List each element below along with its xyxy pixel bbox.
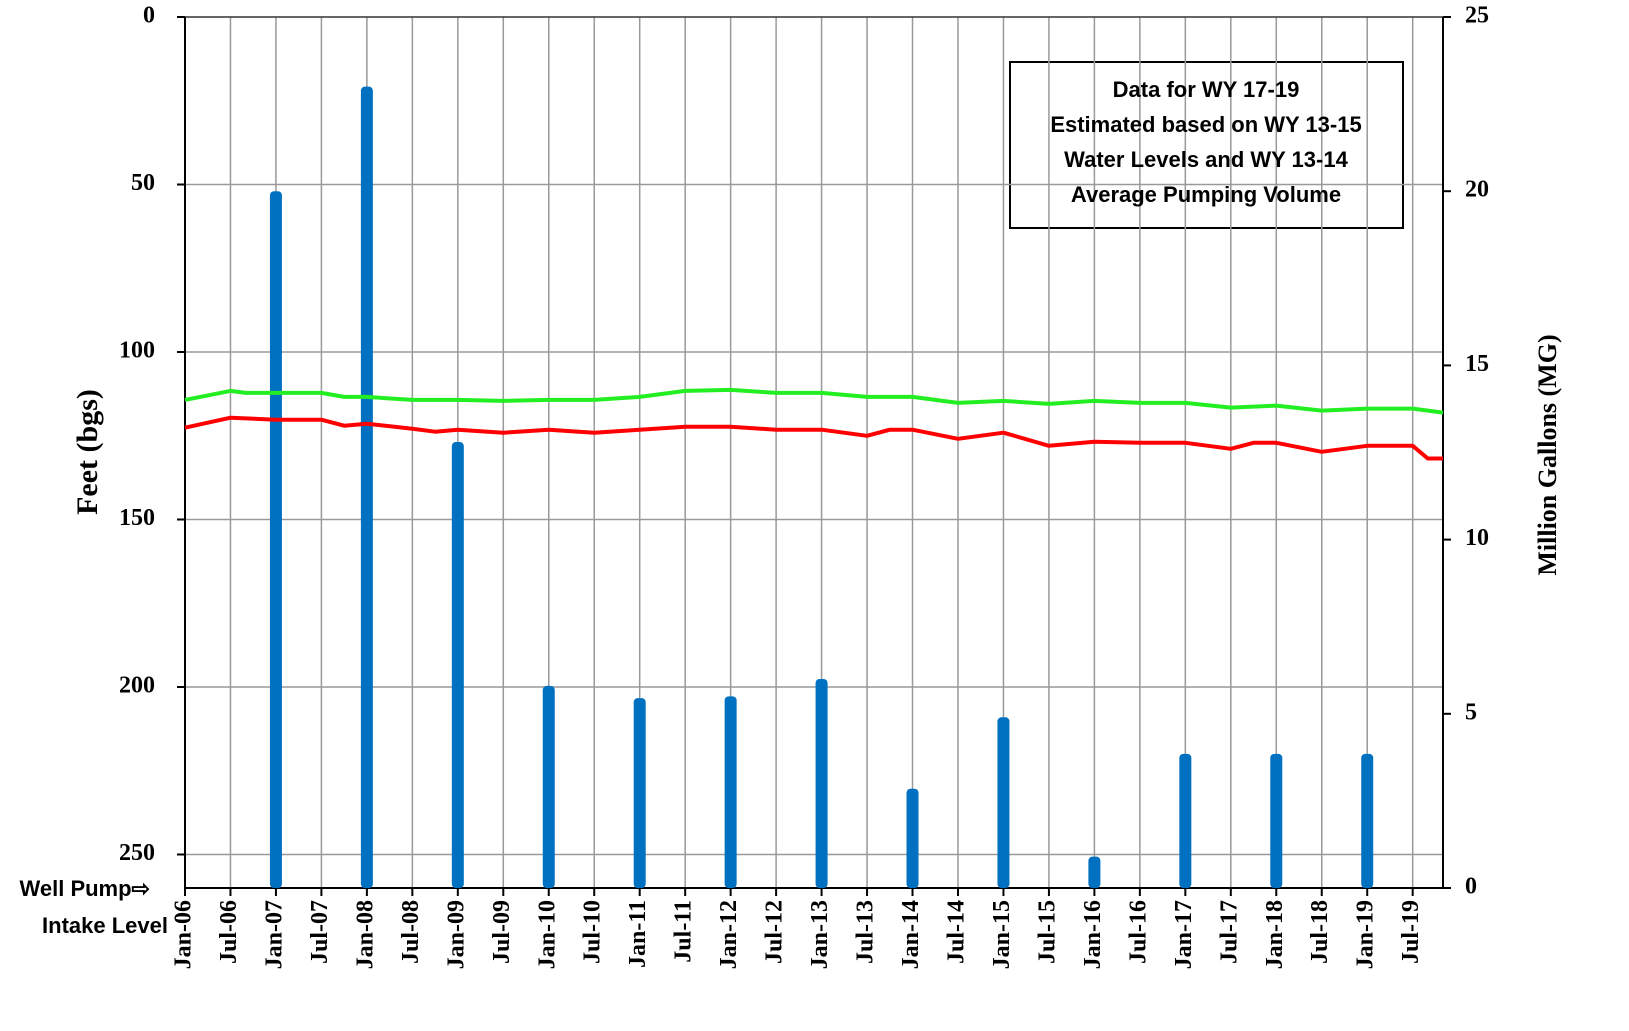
y-tick-label: 100 <box>119 338 155 364</box>
x-tick-label: Jan-06 <box>171 900 197 969</box>
y2-tick-label: 25 <box>1465 3 1489 29</box>
x-tick-label: Jan-15 <box>989 900 1015 969</box>
x-tick-label: Jul-12 <box>762 900 788 964</box>
bar <box>360 86 373 889</box>
bar <box>542 685 555 888</box>
annotation-text: Average Pumping Volume <box>1071 182 1341 207</box>
x-tick-label: Jan-18 <box>1262 900 1288 969</box>
annotation-box <box>1009 61 1404 229</box>
x-tick-label: Jul-18 <box>1307 900 1333 964</box>
x-tick-label: Jul-11 <box>671 900 697 963</box>
line <box>184 415 1443 461</box>
y-tick-label: 200 <box>119 673 155 699</box>
x-tick-label: Jan-13 <box>807 900 833 969</box>
pump-label: Intake Level <box>42 913 168 938</box>
x-tick-label: Jan-08 <box>352 900 378 969</box>
y-tick-label: 50 <box>131 170 155 196</box>
bar <box>906 788 919 888</box>
bar <box>1179 753 1192 888</box>
y-axis-label: Feet (bgs) <box>71 389 104 515</box>
bar <box>1270 753 1283 888</box>
x-tick-label: Jan-17 <box>1171 900 1197 969</box>
x-tick-label: Jul-09 <box>489 900 515 964</box>
y2-tick-label: 20 <box>1465 177 1489 203</box>
y-tick-label: 150 <box>119 505 155 531</box>
bar <box>815 678 828 888</box>
bar <box>997 717 1010 888</box>
x-tick-label: Jan-14 <box>898 900 924 969</box>
annotation-text: Estimated based on WY 13-15 <box>1050 112 1361 137</box>
x-tick-label: Jan-19 <box>1353 900 1379 969</box>
x-tick-label: Jan-10 <box>534 900 560 969</box>
bar <box>724 696 737 888</box>
y-tick-label: 0 <box>143 3 155 29</box>
x-tick-label: Jul-10 <box>580 900 606 964</box>
x-tick-label: Jan-07 <box>261 900 287 969</box>
y2-tick-label: 15 <box>1465 351 1489 377</box>
x-tick-label: Jul-06 <box>216 900 242 964</box>
y2-tick-label: 0 <box>1465 874 1477 900</box>
x-tick-label: Jul-14 <box>943 900 969 964</box>
bar <box>1088 856 1101 888</box>
x-tick-label: Jan-16 <box>1080 900 1106 969</box>
y-tick-label: 250 <box>119 840 155 866</box>
bar <box>451 442 464 888</box>
annotation-text: Water Levels and WY 13-14 <box>1064 147 1348 172</box>
x-tick-label: Jul-08 <box>398 900 424 964</box>
pump-label: Well Pump⇨ <box>20 876 151 901</box>
x-tick-label: Jan-09 <box>443 900 469 969</box>
y2-axis-label: Million Gallons (MG) <box>1533 334 1562 575</box>
x-tick-label: Jul-16 <box>1125 900 1151 964</box>
y2-tick-label: 5 <box>1465 699 1477 725</box>
line <box>184 387 1444 415</box>
x-tick-label: Jul-07 <box>307 900 333 964</box>
x-tick-label: Jul-17 <box>1216 900 1242 964</box>
annotation-text: Data for WY 17-19 <box>1113 77 1300 102</box>
bar <box>633 698 646 888</box>
x-tick-label: Jan-12 <box>716 900 742 969</box>
x-tick-label: Jul-19 <box>1398 900 1424 964</box>
bar <box>1361 753 1374 888</box>
y2-tick-label: 10 <box>1465 525 1489 551</box>
x-tick-label: Jan-11 <box>625 900 651 968</box>
x-tick-label: Jul-13 <box>853 900 879 964</box>
x-tick-label: Jul-15 <box>1034 900 1060 964</box>
bar <box>269 191 282 888</box>
